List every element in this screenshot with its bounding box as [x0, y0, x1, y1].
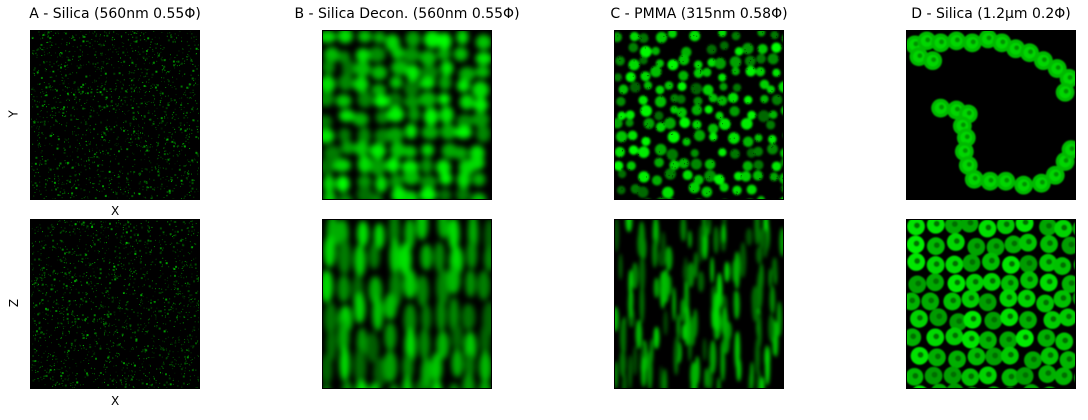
- panel-b-title: B - Silica Decon. (560nm 0.55Φ): [294, 6, 520, 22]
- top-row-x-label: X: [111, 204, 120, 218]
- panel-d-xz-image: [906, 219, 1076, 389]
- panel-c-xz-image: [614, 219, 784, 389]
- panel-a-xy-image: [30, 30, 200, 200]
- bottom-row-x-label: X: [111, 394, 120, 408]
- panel-a-title: A - Silica (560nm 0.55Φ): [29, 6, 201, 22]
- panel-d-title: D - Silica (1.2µm 0.2Φ): [911, 6, 1071, 22]
- panel-c-xy-image: [614, 30, 784, 200]
- panel-b-xy-image: [322, 30, 492, 200]
- bottom-row-z-label: Z: [7, 298, 22, 308]
- panel-a-xz-image: [30, 219, 200, 389]
- top-row-y-label: Y: [6, 110, 21, 118]
- panel-b-xz-image: [322, 219, 492, 389]
- panel-d-xy-image: [906, 30, 1076, 200]
- panel-c-title: C - PMMA (315nm 0.58Φ): [610, 6, 788, 22]
